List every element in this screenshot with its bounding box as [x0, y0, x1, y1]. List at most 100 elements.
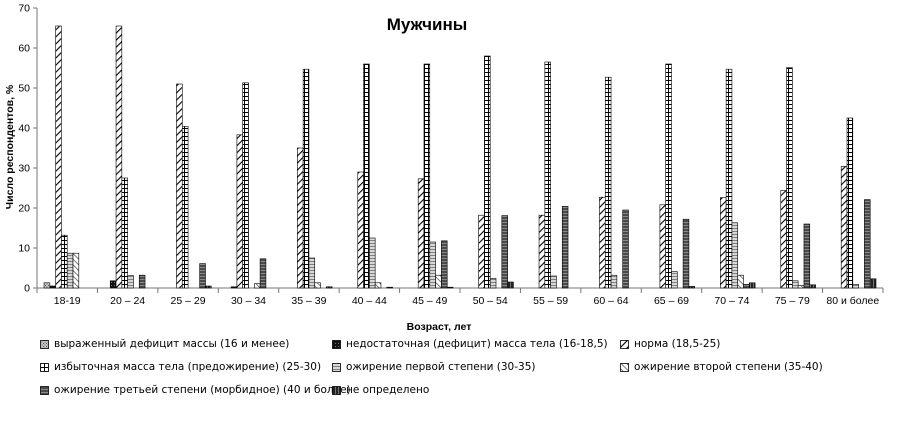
x-tick-label: 80 и более	[826, 295, 879, 307]
bar	[176, 83, 183, 289]
legend-item: избыточная масса тела (предожирение) (25…	[40, 361, 321, 373]
legend-swatch	[40, 385, 49, 395]
bar	[314, 282, 321, 289]
y-tick-label: 50	[18, 83, 30, 95]
bar	[599, 196, 606, 289]
x-tick-label: 70 – 74	[714, 295, 749, 307]
x-tick-label: 30 – 34	[231, 295, 266, 307]
bar	[109, 280, 117, 289]
x-tick-label: 35 – 39	[291, 295, 326, 307]
bar	[743, 284, 750, 289]
bar	[507, 281, 514, 289]
bar	[386, 286, 393, 289]
bar	[688, 286, 696, 289]
bar	[671, 271, 678, 289]
y-tick-label: 40	[18, 123, 30, 135]
x-tick-label: 18-19	[54, 295, 81, 307]
bar	[489, 278, 497, 289]
legend-label: ожирение второй степени (35-40)	[634, 361, 823, 373]
legend-label: ожирение первой степени (30-35)	[346, 361, 536, 373]
legend-swatch	[620, 339, 629, 349]
bar	[797, 285, 805, 289]
y-tick-label: 70	[18, 3, 30, 15]
bar	[43, 282, 51, 289]
y-tick-label: 60	[18, 43, 30, 55]
legend-swatch	[332, 362, 341, 372]
x-tick-label: 25 – 29	[171, 295, 206, 307]
bar	[561, 206, 569, 289]
bar	[682, 218, 690, 289]
bars-group	[43, 25, 877, 289]
bar	[840, 166, 848, 289]
bar	[66, 252, 74, 289]
bar	[737, 274, 744, 289]
bar	[604, 76, 612, 289]
x-axis-label: Возраст, лет	[407, 321, 472, 333]
bar	[230, 286, 238, 289]
bar	[720, 197, 727, 289]
bar	[121, 177, 128, 289]
legend-label: норма (18,5-25)	[634, 338, 721, 350]
bar	[550, 275, 557, 289]
bar	[846, 117, 854, 289]
x-axis: 18-19 20 – 24 25 – 29 30 – 34 35 – 39 40 – 44…	[36, 287, 884, 307]
y-tick-label: 0	[24, 283, 30, 295]
legend-label: не определено	[346, 384, 430, 396]
legend-item: не определено	[332, 384, 429, 396]
bar	[357, 171, 364, 289]
x-tick-label: 20 – 24	[110, 295, 145, 307]
legend-label: выраженный дефицит массы (16 и менее)	[54, 338, 290, 350]
legend-swatch	[332, 385, 341, 395]
bar	[869, 278, 877, 289]
bar	[809, 284, 816, 289]
bar	[538, 214, 546, 289]
bar	[242, 82, 249, 289]
bar	[792, 280, 799, 289]
bar	[49, 285, 56, 289]
bar	[423, 63, 431, 289]
bar	[731, 222, 739, 289]
y-axis: 0 10 20 30 40 50 60 70	[18, 3, 38, 295]
bar	[501, 215, 508, 289]
y-tick-label: 20	[18, 203, 30, 215]
bar	[374, 282, 382, 289]
bar	[864, 199, 871, 289]
legend-swatch	[40, 339, 49, 349]
legend-item: недостаточная (дефицит) масса тела (16-1…	[332, 338, 608, 350]
bar	[363, 63, 370, 289]
bar	[236, 134, 243, 289]
legend-item: выраженный дефицит массы (16 и менее)	[40, 338, 289, 350]
bar	[749, 282, 756, 289]
x-tick-label: 75 – 79	[775, 295, 810, 307]
bar	[181, 126, 189, 289]
bar	[435, 274, 442, 289]
x-tick-label: 55 – 59	[533, 295, 568, 307]
x-tick-label: 60 – 64	[594, 295, 629, 307]
bar	[199, 263, 206, 289]
y-tick-label: 30	[18, 163, 30, 175]
legend-item: ожирение первой степени (30-35)	[332, 361, 536, 373]
bar	[417, 178, 425, 289]
bar	[610, 274, 618, 289]
bar	[138, 274, 146, 289]
legend: выраженный дефицит массы (16 и менее) нед…	[40, 338, 890, 418]
legend-item: ожирение второй степени (35-40)	[620, 361, 823, 373]
legend-item: ожирение третьей степени (морбидное) (40…	[40, 384, 351, 396]
bar	[478, 214, 485, 289]
legend-item: норма (18,5-25)	[620, 338, 720, 350]
x-tick-label: 65 – 69	[654, 295, 689, 307]
legend-swatch	[332, 339, 341, 349]
legend-label: ожирение третьей степени (морбидное) (40…	[54, 384, 351, 396]
x-tick-label: 40 – 44	[352, 295, 387, 307]
bar	[308, 257, 316, 289]
y-tick-label: 10	[18, 243, 30, 255]
bar	[72, 252, 80, 289]
bar	[259, 258, 267, 289]
legend-swatch	[620, 362, 629, 372]
bar	[725, 68, 733, 289]
y-axis-label: Число респондентов, %	[4, 84, 16, 209]
bar	[297, 147, 304, 289]
chart-title: Мужчины	[387, 15, 468, 34]
bar	[429, 241, 436, 289]
